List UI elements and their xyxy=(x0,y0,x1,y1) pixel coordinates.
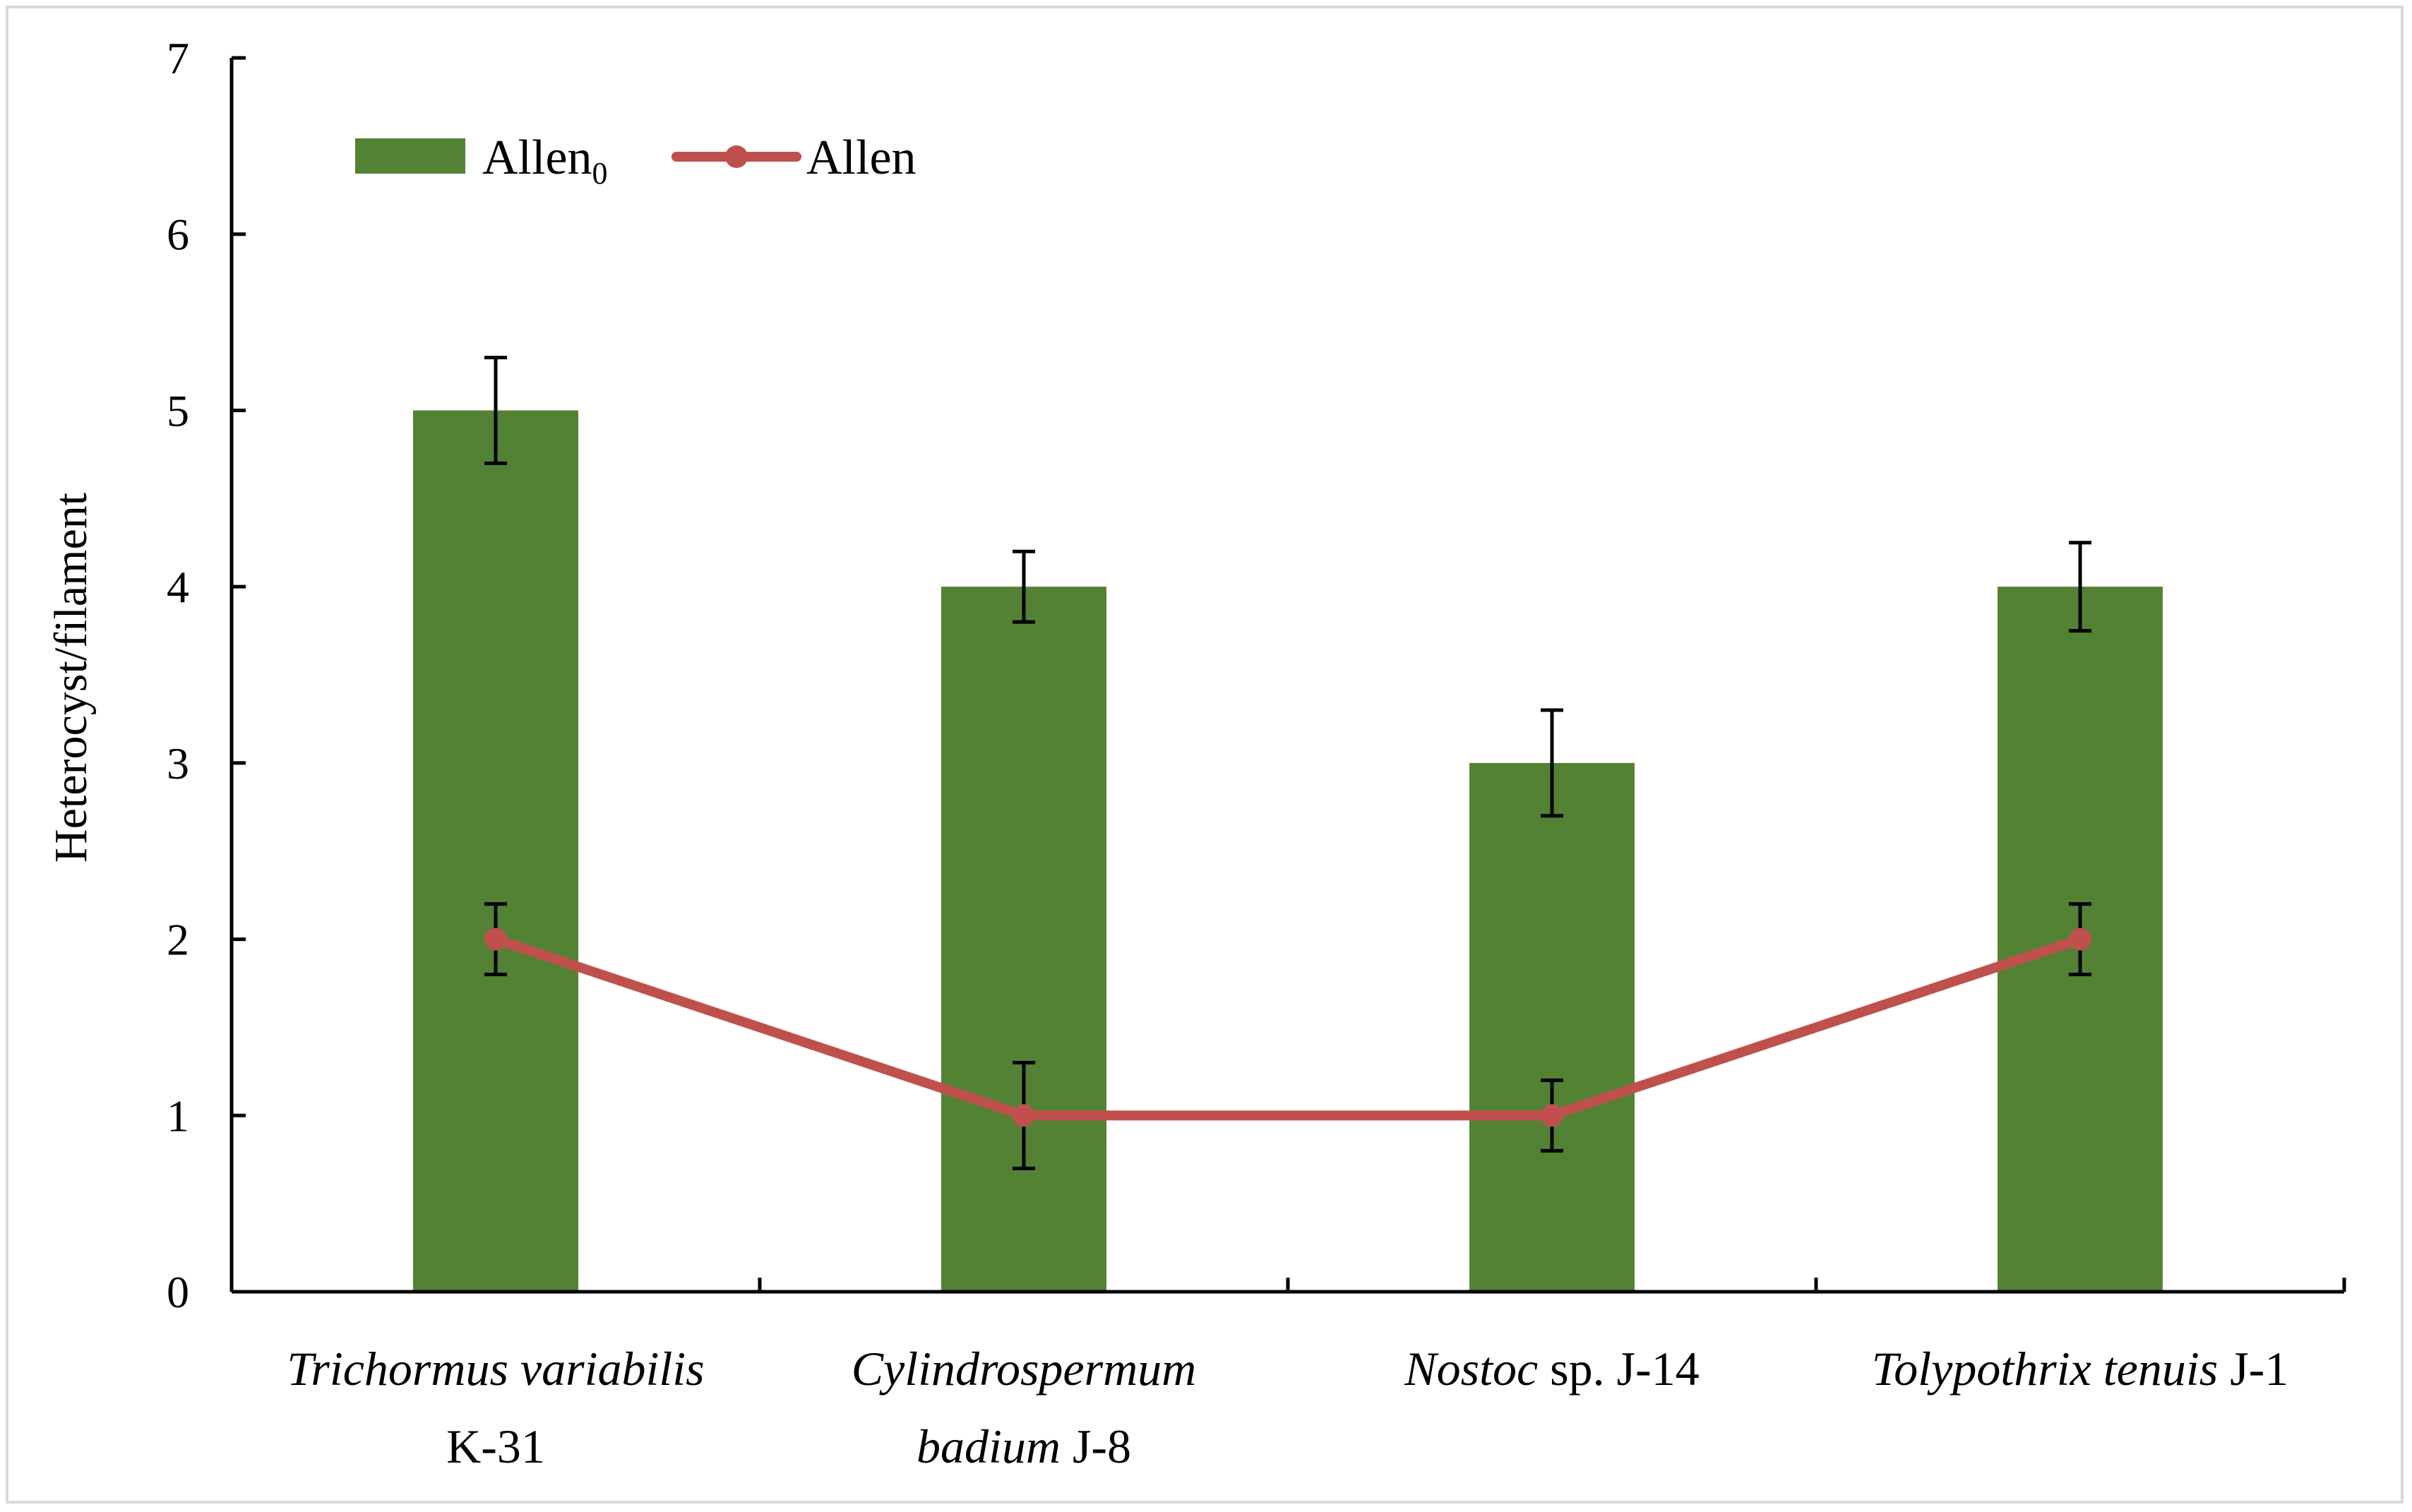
y-tick-label-3: 3 xyxy=(167,738,189,788)
y-axis-title: Heterocyst/filament xyxy=(45,493,97,863)
y-tick-label-6: 6 xyxy=(167,210,189,260)
legend-label-bar: Allen0 xyxy=(482,131,608,191)
line-point-2 xyxy=(1013,1104,1035,1127)
bar-2 xyxy=(941,587,1106,1292)
x-category-label-1-line-1: Trichormus variabilis xyxy=(287,1342,704,1396)
x-category-label-2-line-2: badium J-8 xyxy=(917,1420,1131,1473)
line-series xyxy=(494,934,2082,1121)
x-category-label-4-line-1: Tolypothrix tenuis J-1 xyxy=(1872,1342,2289,1396)
x-category-label-3-line-1: Nostoc sp. J-14 xyxy=(1404,1342,1699,1396)
line-point-3 xyxy=(1541,1104,1563,1127)
legend-label-line: Allen xyxy=(806,131,917,185)
y-tick-label-1: 1 xyxy=(167,1091,189,1141)
y-tick-label-4: 4 xyxy=(167,562,189,612)
legend-swatch-marker xyxy=(725,145,748,168)
x-category-label-1-line-2: K-31 xyxy=(446,1420,545,1473)
y-tick-label-0: 0 xyxy=(167,1267,189,1317)
y-tick-label-7: 7 xyxy=(167,33,189,83)
legend-swatch-bar xyxy=(355,138,465,174)
y-tick-label-5: 5 xyxy=(167,385,189,436)
line-point-4 xyxy=(2069,928,2091,951)
bar-1 xyxy=(413,410,578,1292)
x-category-label-2-line-1: Cylindrospermum xyxy=(852,1342,1197,1396)
bar-3 xyxy=(1469,762,1635,1292)
y-tick-label-2: 2 xyxy=(167,915,189,965)
plot-area: 0 1 2 3 4 5 6 7 Trichormus variabilis K-31 Cylindr… xyxy=(167,33,2346,1473)
line-point-1 xyxy=(484,928,507,951)
